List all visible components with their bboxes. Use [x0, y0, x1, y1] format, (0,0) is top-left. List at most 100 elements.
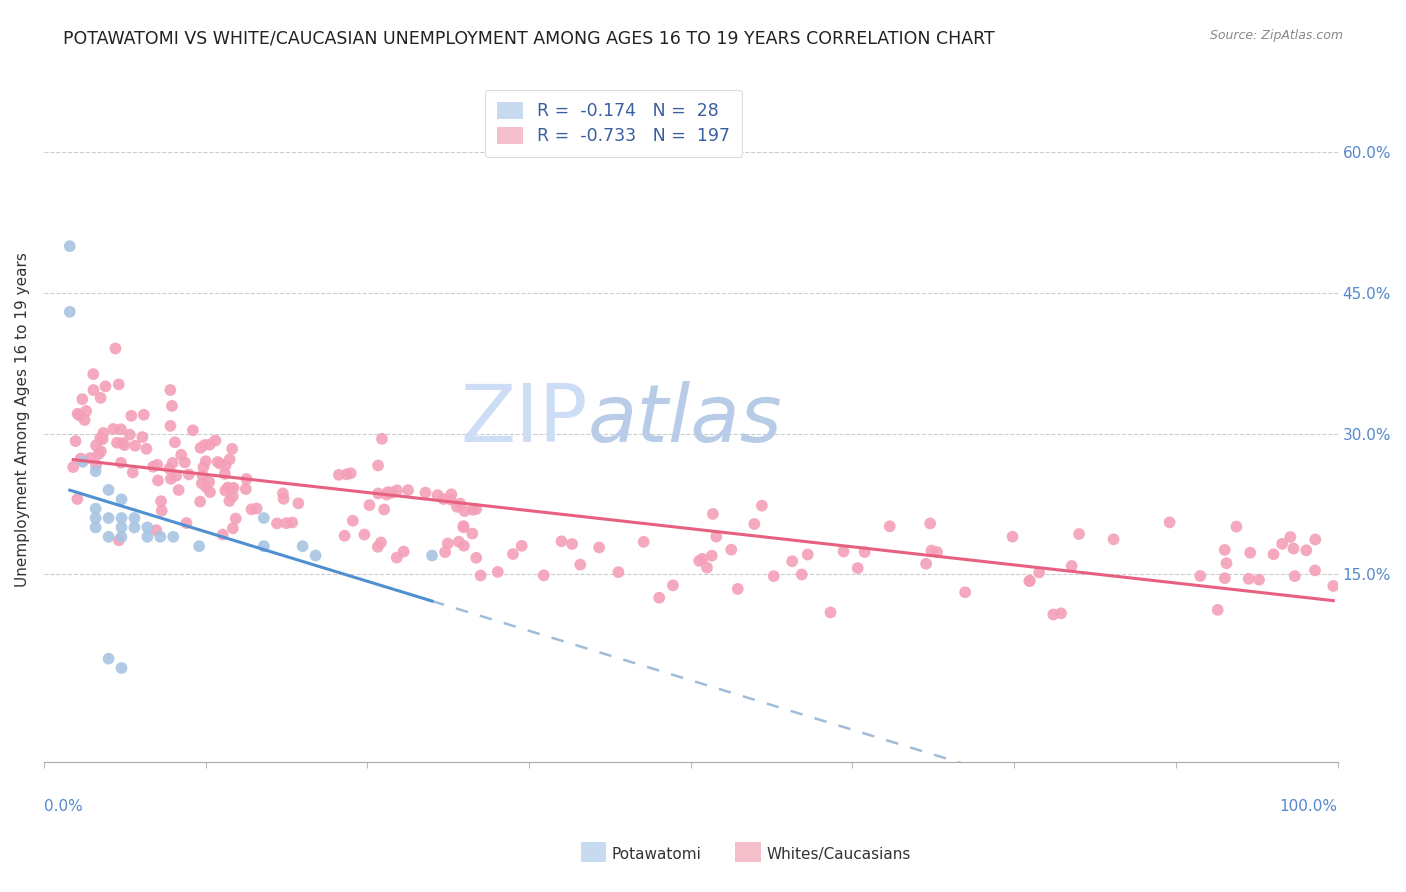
Point	[790, 567, 813, 582]
Point	[211, 527, 233, 541]
Point	[287, 496, 309, 510]
Point	[461, 502, 484, 516]
Point	[762, 569, 785, 583]
Point	[146, 474, 169, 488]
Point	[367, 540, 389, 554]
Point	[461, 526, 484, 541]
Text: atlas: atlas	[588, 381, 782, 458]
Point	[439, 492, 461, 507]
Point	[353, 527, 375, 541]
Point	[136, 520, 159, 534]
Point	[953, 585, 976, 599]
Point	[103, 422, 125, 436]
Point	[150, 494, 173, 508]
Point	[110, 492, 132, 507]
Point	[1018, 574, 1040, 588]
Point	[342, 514, 364, 528]
Point	[110, 511, 132, 525]
Point	[84, 501, 107, 516]
Point	[1042, 607, 1064, 622]
Point	[97, 530, 120, 544]
Point	[84, 458, 107, 473]
Point	[502, 547, 524, 561]
Point	[1225, 519, 1247, 533]
Point	[449, 497, 471, 511]
Point	[465, 550, 488, 565]
Point	[66, 407, 89, 421]
Text: Potawatomi: Potawatomi	[612, 847, 702, 862]
Point	[271, 486, 294, 500]
Point	[65, 434, 87, 449]
Point	[222, 521, 245, 535]
Point	[704, 530, 727, 544]
Point	[75, 404, 97, 418]
Point	[690, 552, 713, 566]
Point	[194, 454, 217, 468]
Point	[453, 504, 475, 518]
Point	[1159, 516, 1181, 530]
Point	[204, 434, 226, 448]
Point	[1322, 579, 1344, 593]
Point	[1028, 566, 1050, 580]
Point	[87, 447, 110, 461]
Point	[82, 383, 104, 397]
Point	[921, 543, 943, 558]
Point	[1303, 533, 1326, 547]
Point	[66, 491, 89, 506]
Point	[415, 485, 437, 500]
Text: 100.0%: 100.0%	[1279, 799, 1337, 814]
Point	[420, 549, 443, 563]
Point	[1215, 556, 1237, 570]
Text: Source: ZipAtlas.com: Source: ZipAtlas.com	[1209, 29, 1343, 43]
Point	[1213, 542, 1236, 557]
Point	[170, 448, 193, 462]
Point	[145, 523, 167, 537]
Point	[373, 502, 395, 516]
Point	[235, 472, 257, 486]
Point	[333, 529, 356, 543]
Point	[744, 516, 766, 531]
Point	[163, 435, 186, 450]
Point	[266, 516, 288, 531]
Point	[91, 432, 114, 446]
Point	[191, 476, 214, 491]
Point	[780, 554, 803, 568]
Point	[72, 455, 94, 469]
Point	[925, 545, 948, 559]
Point	[920, 516, 942, 531]
Point	[588, 541, 610, 555]
Point	[142, 459, 165, 474]
Point	[149, 530, 172, 544]
Point	[69, 451, 91, 466]
Point	[446, 500, 468, 514]
Point	[381, 485, 404, 500]
Point	[246, 501, 269, 516]
Point	[1279, 530, 1302, 544]
Point	[915, 557, 938, 571]
Point	[700, 549, 723, 563]
Point	[846, 561, 869, 575]
Point	[1001, 530, 1024, 544]
Point	[436, 536, 458, 550]
Point	[59, 239, 82, 253]
Point	[124, 520, 146, 534]
Point	[533, 568, 555, 582]
Point	[118, 427, 141, 442]
Point	[193, 460, 215, 475]
Point	[159, 418, 181, 433]
Point	[720, 542, 742, 557]
Point	[207, 455, 229, 469]
Point	[131, 430, 153, 444]
Point	[94, 379, 117, 393]
Point	[84, 464, 107, 478]
Point	[820, 606, 842, 620]
Point	[135, 442, 157, 456]
Point	[90, 391, 112, 405]
Point	[110, 530, 132, 544]
Point	[222, 489, 245, 503]
Point	[1060, 558, 1083, 573]
Point	[190, 441, 212, 455]
Point	[160, 399, 183, 413]
Point	[214, 458, 236, 473]
Point	[79, 451, 101, 466]
